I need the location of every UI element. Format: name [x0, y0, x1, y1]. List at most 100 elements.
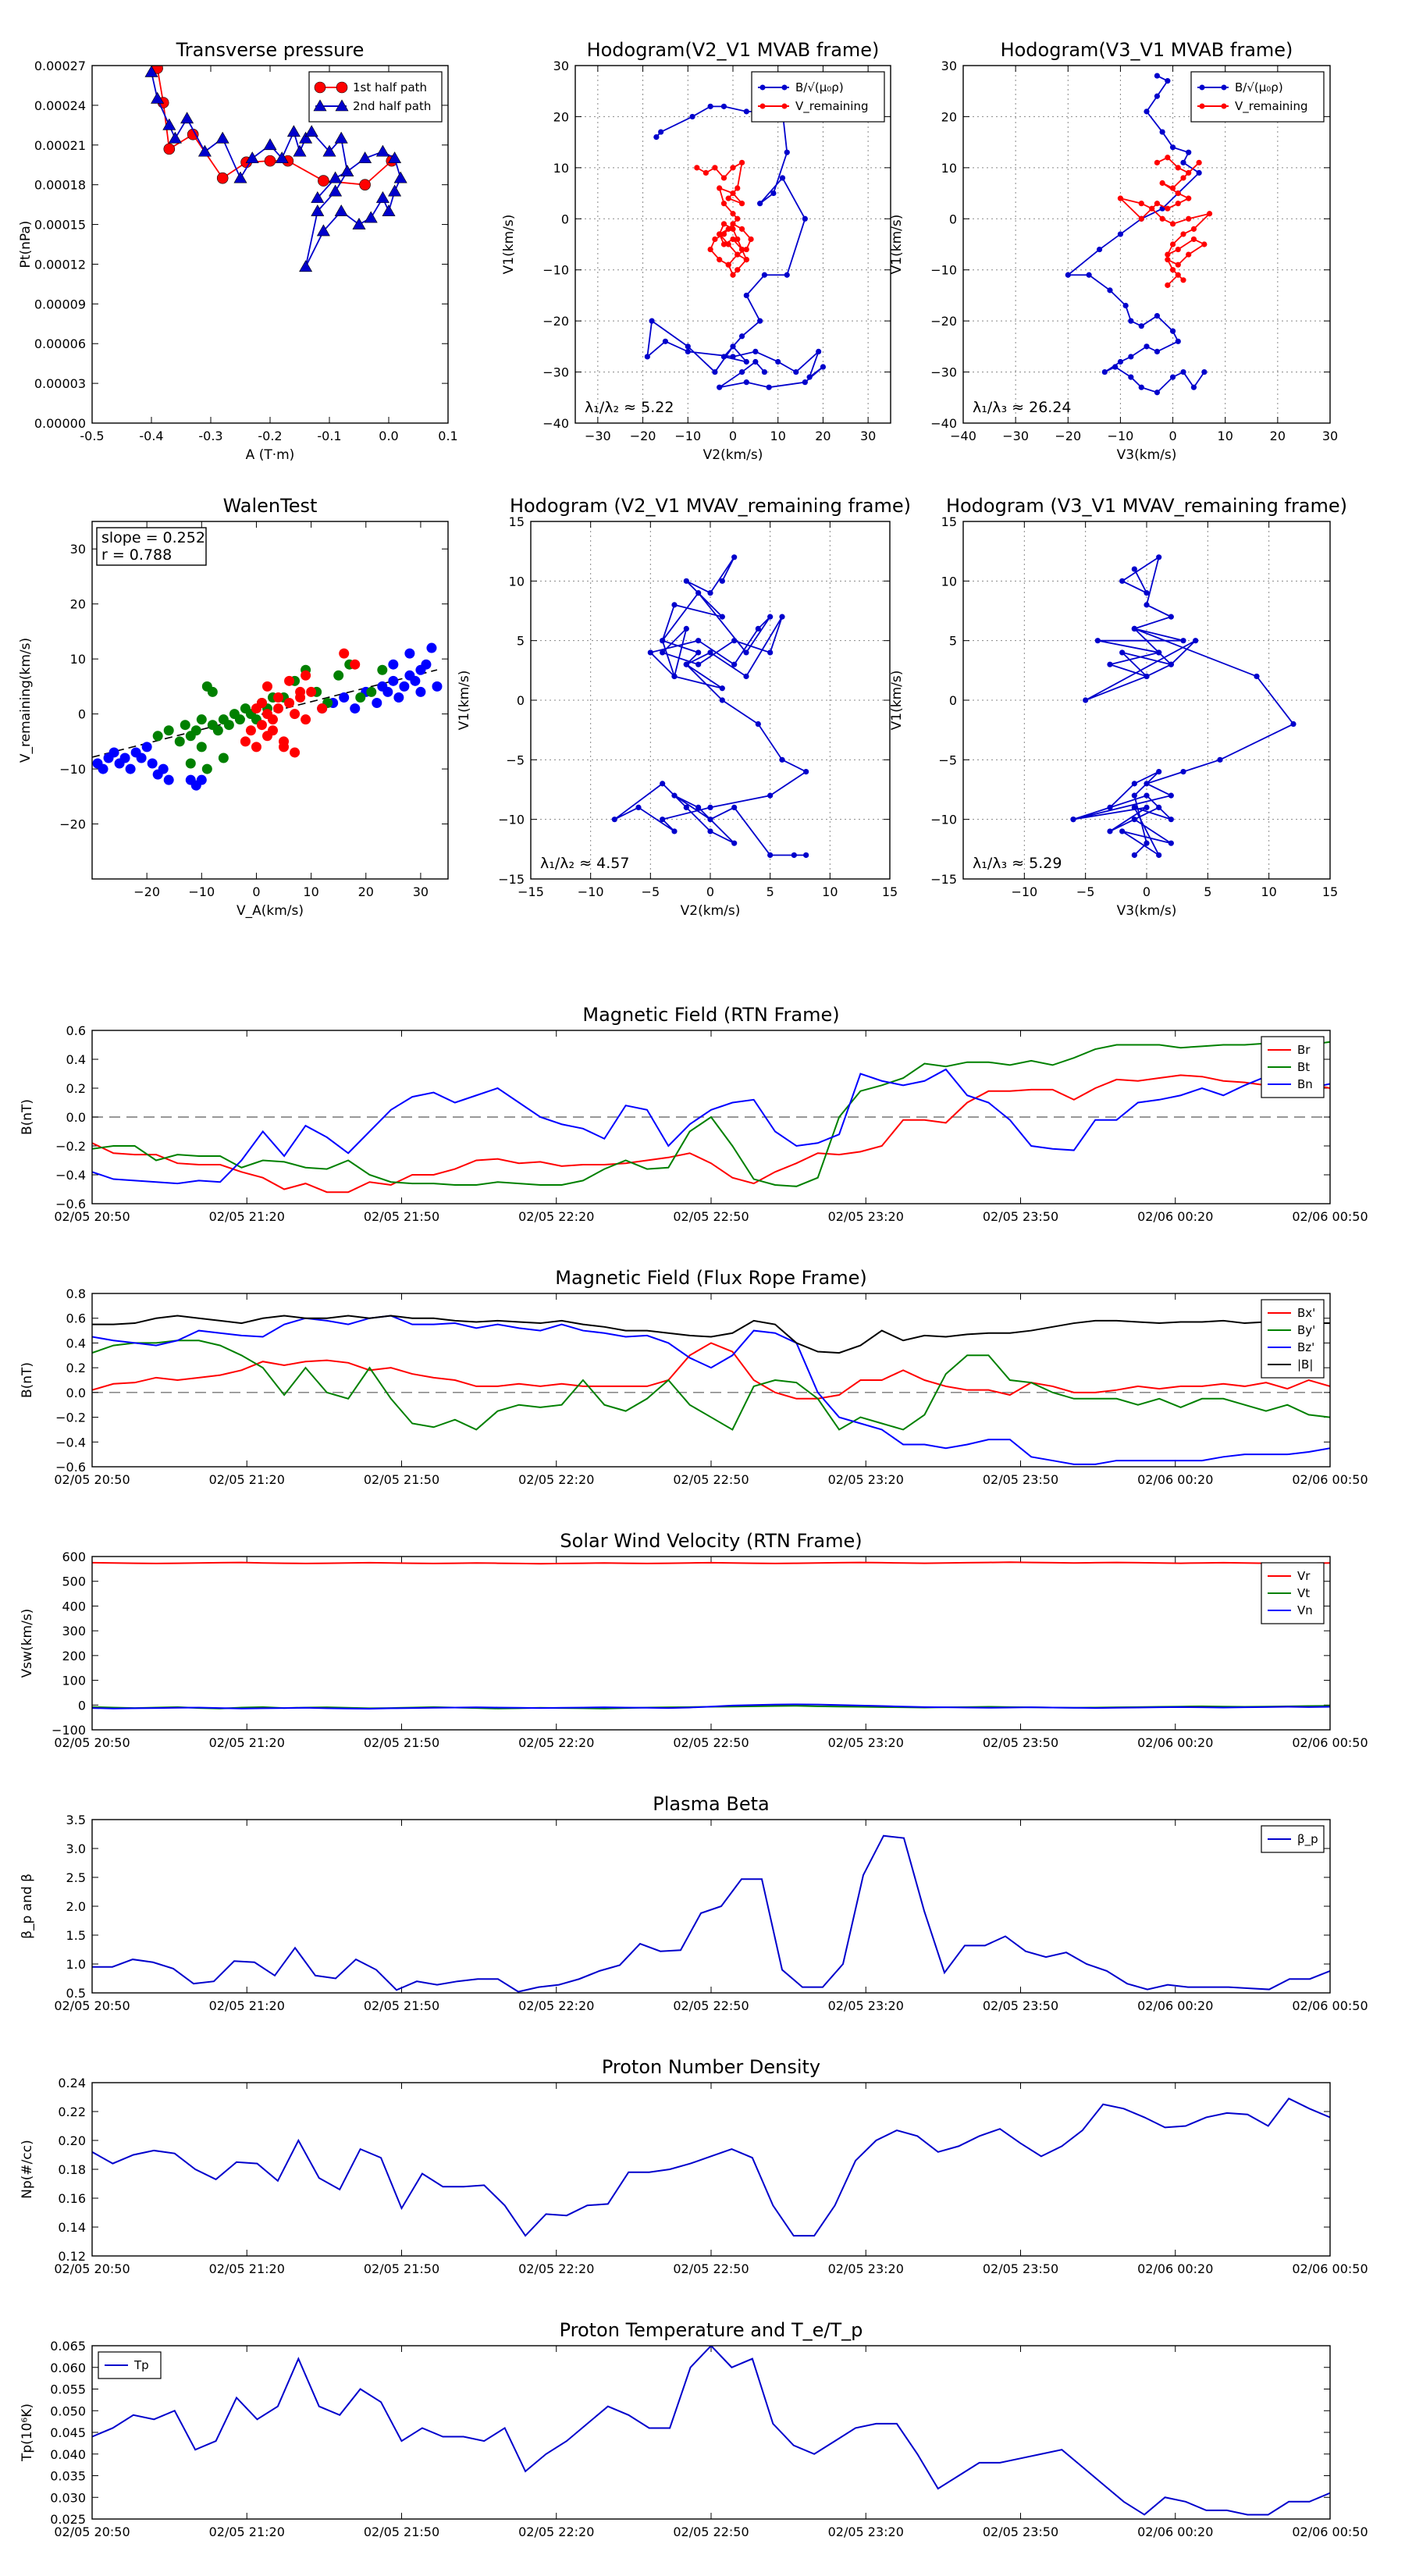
point-1-0-35 — [743, 379, 749, 386]
legend-label-t6-0: Tp — [133, 2358, 149, 2372]
point-3-2-3 — [256, 720, 267, 731]
point-1-0-5 — [743, 109, 749, 115]
x-tick-label-t4-6: 02/05 23:50 — [983, 1998, 1058, 2013]
y-tick-label-t5-5: 0.22 — [58, 2105, 86, 2119]
chart-title-t3: Solar Wind Velocity (RTN Frame) — [560, 1530, 862, 1552]
point-4-0-28 — [683, 661, 689, 667]
legend-t4: β_p — [1261, 1825, 1325, 1853]
point-1-1-10 — [717, 185, 723, 191]
x-tick-label-t1-0: 02/05 20:50 — [54, 1209, 130, 1224]
y-tick-label-1-7: 30 — [553, 59, 569, 73]
point-1-1-6 — [735, 185, 741, 191]
point-3-0-29 — [410, 675, 421, 686]
point-3-0-8 — [136, 753, 147, 763]
point-3-2-22 — [261, 709, 272, 720]
point-3-2-2 — [251, 742, 261, 753]
x-tick-label-4-5: 10 — [822, 884, 838, 899]
point-1-0-2 — [689, 113, 695, 120]
point-5-0-20 — [1254, 673, 1260, 680]
point-5-0-19 — [1131, 625, 1137, 632]
point-5-0-22 — [1217, 756, 1223, 763]
x-tick-label-t6-6: 02/05 23:50 — [983, 2524, 1058, 2539]
axes-frame-0 — [91, 65, 449, 424]
y-tick-label-t2-4: 0.2 — [66, 1361, 86, 1375]
y-tick-label-4-6: 15 — [509, 514, 525, 529]
point-1-0-15 — [757, 318, 763, 324]
point-4-0-9 — [767, 614, 774, 620]
point-3-1-22 — [218, 753, 229, 763]
series-line-t3-2 — [92, 1703, 1330, 1710]
x-tick-label-t4-0: 02/05 20:50 — [54, 1998, 130, 2013]
plot-area-p1 — [144, 66, 407, 272]
legend-label-t1-1: Bt — [1297, 1060, 1310, 1074]
point-4-0-10 — [755, 625, 761, 632]
point-1-0-36 — [717, 384, 723, 390]
point-0-1-20 — [299, 260, 313, 272]
x-tick-label-t4-2: 02/05 21:50 — [364, 1998, 439, 2013]
y-tick-label-t6-7: 0.060 — [50, 2361, 86, 2375]
point-4-0-29 — [719, 697, 725, 703]
point-4-0-47 — [767, 852, 774, 859]
legend-label-t4-0: β_p — [1297, 1832, 1318, 1847]
x-axis-label-p2: V2(km/s) — [703, 447, 763, 463]
y-tick-label-t3-4: 300 — [62, 1624, 86, 1638]
point-2-0-18 — [1128, 318, 1134, 324]
point-5-0-39 — [1131, 781, 1137, 787]
point-2-0-22 — [1175, 338, 1181, 344]
point-5-0-36 — [1144, 792, 1150, 799]
y-tick-label-4-2: −5 — [506, 753, 525, 767]
legend-box-p1 — [308, 71, 443, 123]
point-0-1-31 — [358, 151, 372, 164]
x-axis-label-p1: A (T·m) — [246, 447, 295, 463]
point-2-1-15 — [1138, 201, 1144, 207]
y-tick-label-1-0: −40 — [542, 416, 569, 431]
point-3-2-9 — [290, 709, 301, 720]
chart-title-p5: Hodogram (V2_V1 MVAV_remaining frame) — [510, 495, 911, 517]
y-tick-label-0-4: 0.00012 — [34, 257, 86, 272]
y-axis-label-t1: B(nT) — [20, 1099, 35, 1135]
y-tick-label-t4-2: 1.5 — [66, 1928, 86, 1943]
x-tick-label-t6-5: 02/05 23:20 — [828, 2524, 904, 2539]
y-tick-label-t1-1: −0.4 — [55, 1168, 86, 1183]
x-tick-label-t1-2: 02/05 21:50 — [364, 1209, 439, 1224]
point-3-0-34 — [388, 659, 399, 670]
y-tick-label-5-1: −10 — [930, 813, 957, 827]
point-0-1-11 — [286, 125, 301, 137]
chart-title-p2: Hodogram(V2_V1 MVAB frame) — [587, 39, 880, 61]
y-tick-label-0-8: 0.00024 — [34, 98, 86, 113]
legend-label-t3-0: Vr — [1297, 1569, 1311, 1583]
point-2-0-35 — [1201, 368, 1208, 375]
point-4-0-16 — [660, 649, 666, 656]
point-3-1-34 — [201, 763, 212, 774]
point-0-legend0-0 — [314, 81, 326, 94]
point-0-1-3 — [168, 131, 182, 144]
point-1-1-40 — [725, 262, 731, 268]
point-3-1-3 — [180, 720, 190, 731]
y-tick-label-4-1: −10 — [498, 813, 525, 827]
x-tick-label-t3-4: 02/05 22:50 — [673, 1735, 749, 1750]
y-tick-label-t3-6: 500 — [62, 1574, 86, 1589]
y-tick-label-t3-7: 600 — [62, 1550, 86, 1564]
point-2-0-2 — [1154, 93, 1161, 99]
x-tick-label-1-5: 20 — [815, 429, 831, 443]
chart-title-p3: Hodogram(V3_V1 MVAB frame) — [1001, 39, 1293, 61]
point-4-0-3 — [683, 578, 689, 584]
point-4-0-20 — [779, 614, 785, 620]
point-5-0-10 — [1107, 661, 1113, 667]
point-1-0-32 — [820, 364, 827, 370]
y-tick-label-t2-1: −0.4 — [55, 1435, 86, 1450]
point-0-1-16 — [334, 131, 348, 144]
y-tick-label-2-4: 0 — [949, 212, 957, 226]
point-2-1-9 — [1186, 195, 1192, 201]
point-2-0-15 — [1086, 272, 1092, 278]
point-2-0-13 — [1096, 246, 1103, 253]
point-5-0-16 — [1144, 673, 1150, 680]
point-0-1-1 — [151, 91, 165, 104]
point-3-1-1 — [163, 725, 174, 736]
chart-p1: -0.5 -0.4 -0.3 -0.2 -0.1 0.0 0.1 0.00000 0.00003… — [18, 39, 458, 463]
point-2-1-5 — [1180, 175, 1186, 181]
x-tick-label-t6-7: 02/06 00:20 — [1137, 2524, 1213, 2539]
point-3-0-10 — [147, 758, 158, 769]
legend-label-t2-0: Bx' — [1297, 1306, 1315, 1320]
y-axis-label-t5: Np(#/cc) — [20, 2140, 35, 2198]
